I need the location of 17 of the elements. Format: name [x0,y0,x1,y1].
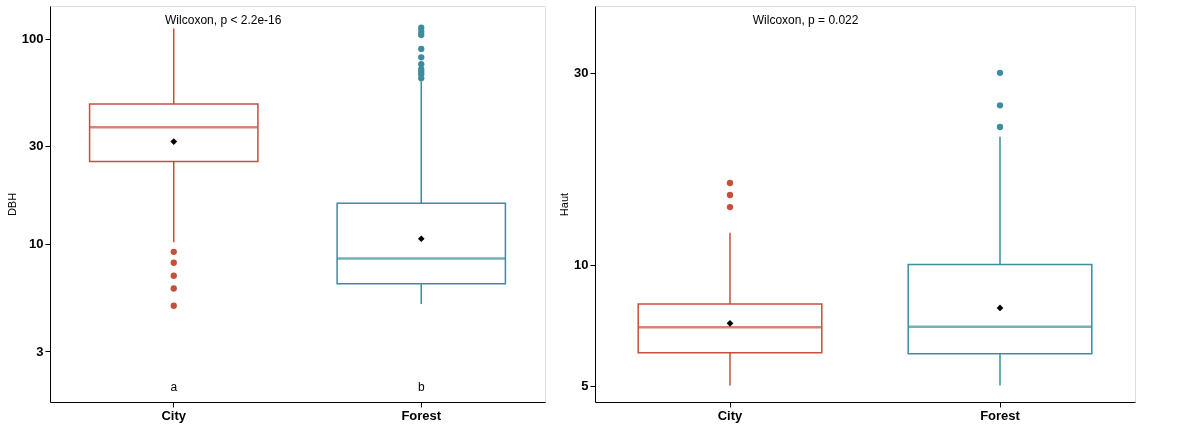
y-tick-label: 30 [29,138,44,154]
y-tick-label: 30 [574,65,589,81]
y-axis-title: Haut [558,192,571,217]
annotation: a [170,380,178,394]
y-tick-label: 10 [29,236,44,252]
y-tick-label: 100 [21,31,44,47]
annotation: Wilcoxon, p < 2.2e-16 [165,13,282,27]
x-tick-label: City [717,407,744,423]
annotation: Wilcoxon, p = 0.022 [752,13,859,27]
y-tick-label: 10 [574,257,589,273]
x-tick-label: City [161,407,187,423]
y-axis-title: DBH [5,192,18,217]
x-tick-label: Forest [401,407,442,423]
y-tick-label: 5 [581,378,589,394]
annotation: b [417,380,425,394]
x-tick-label: Forest [980,407,1021,423]
y-tick-label: 3 [36,343,44,359]
